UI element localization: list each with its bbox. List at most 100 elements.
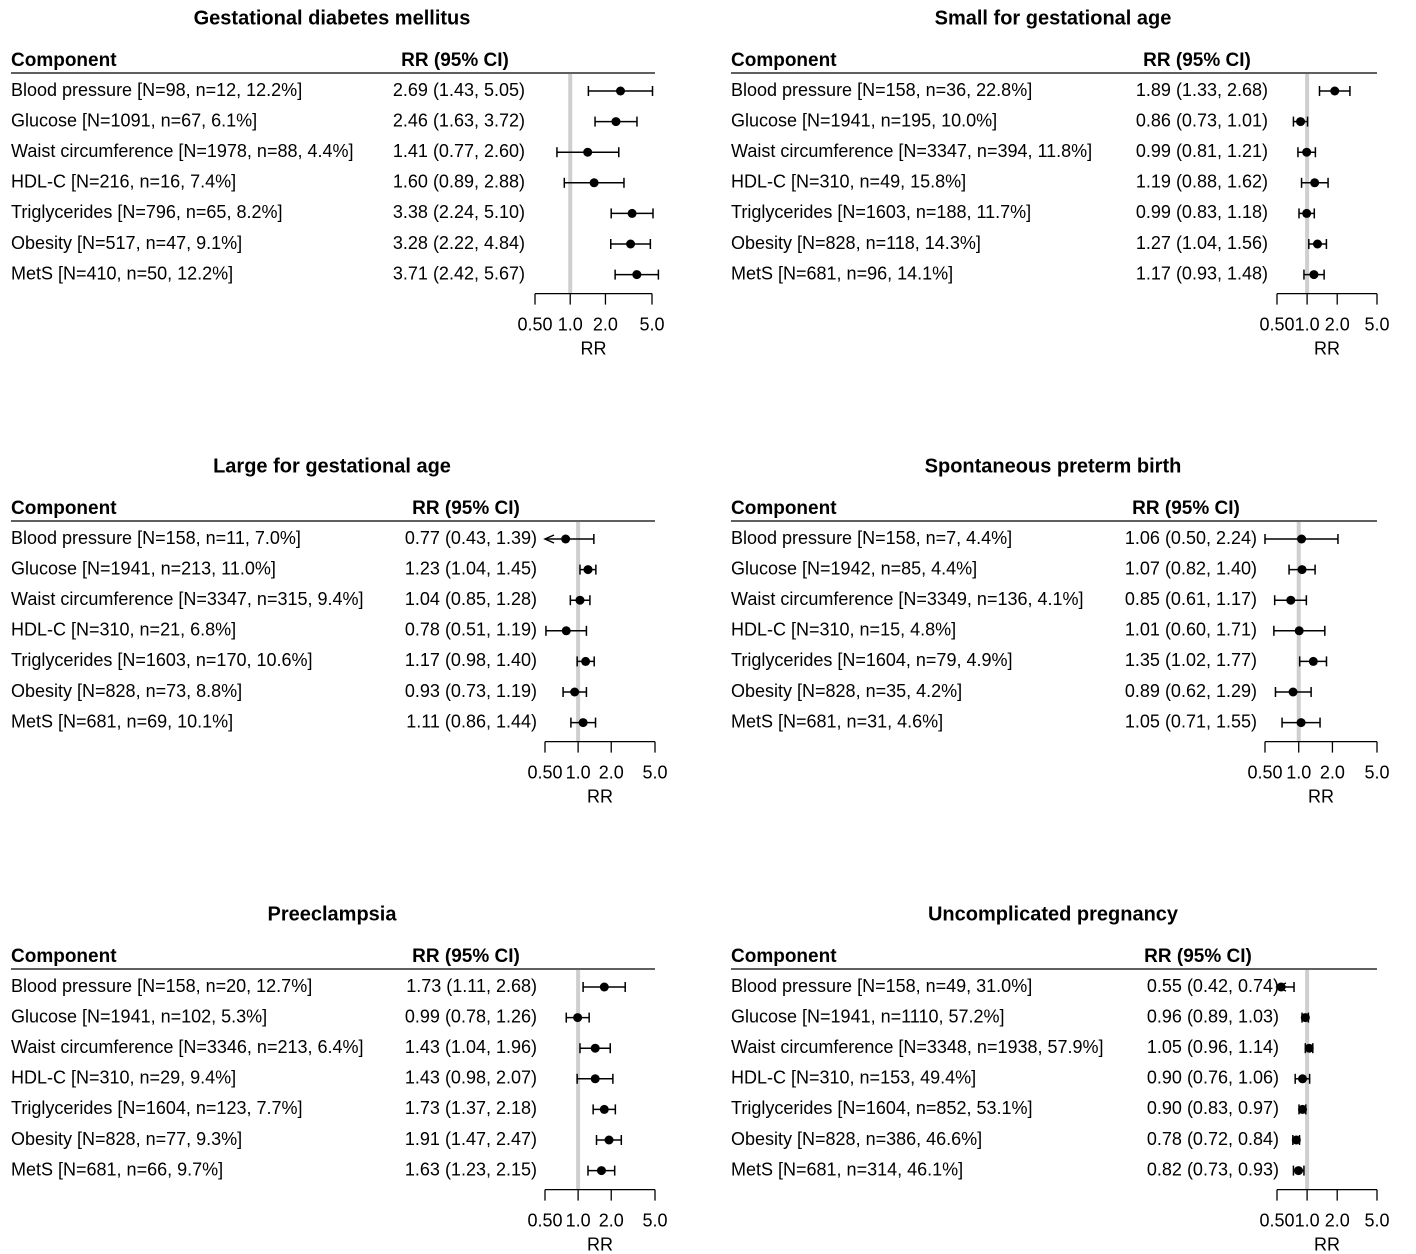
panel-title: Small for gestational age [935, 7, 1172, 29]
x-tick-label: 1.0 [558, 314, 583, 334]
value-label: 1.04 (0.85, 1.28) [405, 589, 537, 609]
x-tick-label: 5.0 [1364, 1210, 1389, 1230]
panel-title: Preeclampsia [268, 903, 398, 925]
value-label: 0.78 (0.51, 1.19) [405, 620, 537, 640]
value-label: 3.28 (2.22, 4.84) [393, 233, 525, 253]
value-label: 1.73 (1.11, 2.68) [406, 976, 537, 996]
x-tick-label: 2.0 [593, 314, 618, 334]
point-estimate [1300, 1013, 1310, 1023]
point-estimate [1288, 687, 1298, 697]
value-label: 1.01 (0.60, 1.71) [1125, 620, 1257, 640]
value-label: 1.89 (1.33, 2.68) [1136, 80, 1268, 100]
value-label: 0.86 (0.73, 1.01) [1136, 110, 1268, 130]
value-label: 1.05 (0.71, 1.55) [1125, 711, 1257, 731]
value-label: 1.35 (1.02, 1.77) [1125, 650, 1257, 670]
value-label: 1.11 (0.86, 1.44) [406, 711, 537, 731]
x-axis-label: RR [587, 1234, 613, 1254]
row-label: Waist circumference [N=3346, n=213, 6.4%… [11, 1037, 364, 1057]
row-label: Blood pressure [N=158, n=20, 12.7%] [11, 976, 312, 996]
row-label: Blood pressure [N=98, n=12, 12.2%] [11, 80, 302, 100]
value-label: 1.19 (0.88, 1.62) [1136, 172, 1268, 192]
row-label: Glucose [N=1941, n=102, 5.3%] [11, 1006, 267, 1026]
point-estimate [561, 626, 571, 636]
value-label: 0.85 (0.61, 1.17) [1125, 589, 1257, 609]
point-estimate [1297, 534, 1307, 544]
point-estimate [573, 1013, 583, 1023]
point-estimate [575, 595, 585, 605]
point-estimate [626, 239, 636, 249]
row-label: HDL-C [N=310, n=21, 6.8%] [11, 620, 236, 640]
row-label: Obesity [N=828, n=73, 8.8%] [11, 681, 242, 701]
row-label: Obesity [N=517, n=47, 9.1%] [11, 233, 242, 253]
row-label: HDL-C [N=310, n=29, 9.4%] [11, 1068, 236, 1088]
x-tick-label: 0.50 [1259, 314, 1294, 334]
value-label: 0.90 (0.76, 1.06) [1147, 1068, 1279, 1088]
value-label: 0.90 (0.83, 0.97) [1147, 1098, 1279, 1118]
point-estimate [1310, 178, 1320, 188]
clip-arrow [543, 534, 555, 544]
panel-title: Spontaneous preterm birth [925, 455, 1182, 477]
point-estimate [1296, 117, 1306, 127]
column-header: RR (95% CI) [1143, 50, 1251, 71]
row-label: Obesity [N=828, n=35, 4.2%] [731, 681, 962, 701]
x-tick-label: 0.50 [1247, 762, 1282, 782]
row-label: Triglycerides [N=1604, n=79, 4.9%] [731, 650, 1013, 670]
value-label: 1.43 (1.04, 1.96) [405, 1037, 537, 1057]
row-label: MetS [N=410, n=50, 12.2%] [11, 263, 233, 283]
row-label: Blood pressure [N=158, n=7, 4.4%] [731, 528, 1012, 548]
column-header: RR (95% CI) [412, 498, 520, 519]
point-estimate [1298, 1104, 1308, 1114]
point-estimate [561, 534, 571, 544]
row-label: HDL-C [N=310, n=153, 49.4%] [731, 1068, 976, 1088]
value-label: 1.17 (0.93, 1.48) [1136, 263, 1268, 283]
value-label: 0.55 (0.42, 0.74) [1147, 976, 1279, 996]
value-label: 1.73 (1.37, 2.18) [405, 1098, 537, 1118]
value-label: 0.78 (0.72, 0.84) [1147, 1129, 1279, 1149]
point-estimate [1312, 239, 1322, 249]
x-tick-label: 2.0 [1325, 1210, 1350, 1230]
column-header: RR (95% CI) [1132, 498, 1240, 519]
row-label: Triglycerides [N=796, n=65, 8.2%] [11, 202, 282, 222]
value-label: 0.77 (0.43, 1.39) [405, 528, 537, 548]
x-axis-label: RR [587, 786, 613, 806]
value-label: 1.63 (1.23, 2.15) [405, 1159, 537, 1179]
row-label: Triglycerides [N=1603, n=188, 11.7%] [731, 202, 1031, 222]
x-tick-label: 0.50 [517, 314, 552, 334]
point-estimate [581, 656, 591, 666]
point-estimate [604, 1135, 614, 1145]
row-label: Obesity [N=828, n=386, 46.6%] [731, 1129, 982, 1149]
row-label: Triglycerides [N=1603, n=170, 10.6%] [11, 650, 313, 670]
x-tick-label: 1.0 [1295, 1210, 1320, 1230]
point-estimate [596, 1166, 606, 1176]
panel-title: Uncomplicated pregnancy [928, 903, 1179, 925]
column-header: Component [11, 50, 117, 71]
row-label: Glucose [N=1942, n=85, 4.4%] [731, 558, 977, 578]
point-estimate [1294, 626, 1304, 636]
point-estimate [583, 565, 593, 575]
point-estimate [616, 86, 626, 96]
x-tick-label: 5.0 [642, 1210, 667, 1230]
x-tick-label: 0.50 [527, 1210, 562, 1230]
row-label: Waist circumference [N=3349, n=136, 4.1%… [731, 589, 1084, 609]
column-header: Component [731, 946, 837, 967]
point-estimate [1304, 1043, 1314, 1053]
point-estimate [1297, 565, 1307, 575]
point-estimate [1291, 1135, 1301, 1145]
row-label: Waist circumference [N=1978, n=88, 4.4%] [11, 141, 354, 161]
x-tick-label: 1.0 [566, 762, 591, 782]
x-axis-label: RR [1314, 1234, 1340, 1254]
value-label: 1.41 (0.77, 2.60) [393, 141, 525, 161]
row-label: Blood pressure [N=158, n=49, 31.0%] [731, 976, 1032, 996]
row-label: HDL-C [N=216, n=16, 7.4%] [11, 172, 236, 192]
x-tick-label: 1.0 [566, 1210, 591, 1230]
row-label: Obesity [N=828, n=118, 14.3%] [731, 233, 981, 253]
x-tick-label: 1.0 [1286, 762, 1311, 782]
value-label: 1.17 (0.98, 1.40) [405, 650, 537, 670]
x-tick-label: 0.50 [527, 762, 562, 782]
point-estimate [1308, 656, 1318, 666]
x-axis-label: RR [1314, 338, 1340, 358]
x-tick-label: 0.50 [1259, 1210, 1294, 1230]
point-estimate [1276, 982, 1286, 992]
x-tick-label: 2.0 [599, 1210, 624, 1230]
